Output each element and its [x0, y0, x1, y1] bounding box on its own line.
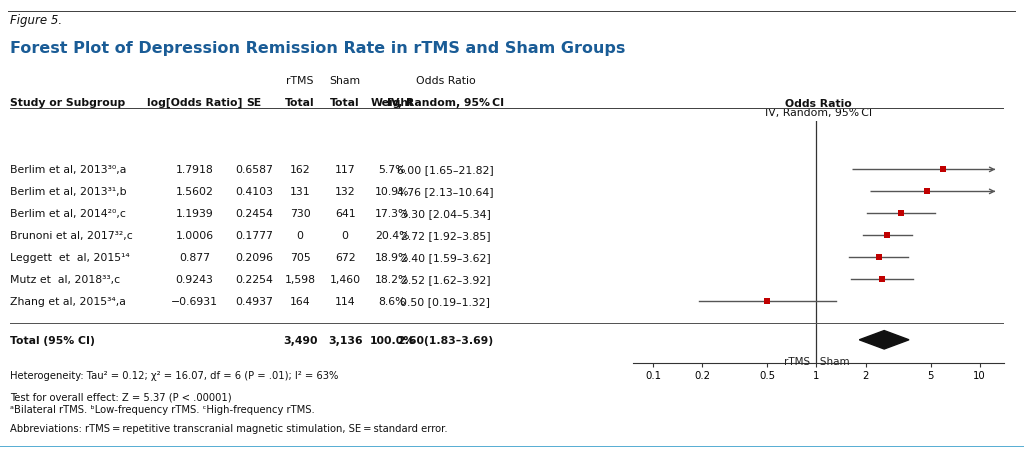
Text: 4.76 [2.13–10.64]: 4.76 [2.13–10.64] — [397, 187, 494, 197]
Text: 8.6%: 8.6% — [379, 297, 406, 307]
Text: Leggett  et  al, 2015¹⁴: Leggett et al, 2015¹⁴ — [10, 253, 130, 263]
Text: 1.5602: 1.5602 — [176, 187, 213, 197]
Text: Berlim et al, 2013³¹,b: Berlim et al, 2013³¹,b — [10, 187, 127, 197]
Text: Zhang et al, 2015³⁴,a: Zhang et al, 2015³⁴,a — [10, 297, 126, 307]
Text: Forest Plot of Depression Remission Rate in rTMS and Sham Groups: Forest Plot of Depression Remission Rate… — [10, 41, 626, 55]
Text: log[Odds Ratio]: log[Odds Ratio] — [146, 97, 243, 107]
Text: 6.00 [1.65–21.82]: 6.00 [1.65–21.82] — [397, 165, 494, 175]
Text: Odds Ratio: Odds Ratio — [784, 98, 852, 109]
Text: Study or Subgroup: Study or Subgroup — [10, 97, 126, 107]
Text: IV, Random, 95% CI: IV, Random, 95% CI — [765, 108, 871, 118]
Text: 3,136: 3,136 — [328, 335, 362, 345]
Polygon shape — [859, 331, 909, 349]
Text: 17.3%: 17.3% — [375, 209, 410, 219]
Text: 131: 131 — [290, 187, 310, 197]
Text: 1,460: 1,460 — [330, 275, 360, 285]
Text: 1.1939: 1.1939 — [176, 209, 213, 219]
Text: Figure 5.: Figure 5. — [10, 14, 62, 28]
Text: 0: 0 — [342, 231, 348, 241]
Text: 114: 114 — [335, 297, 355, 307]
Text: 0: 0 — [297, 231, 303, 241]
Text: rTMS: rTMS — [287, 76, 313, 86]
Text: 0.2254: 0.2254 — [236, 275, 272, 285]
Text: 0.6587: 0.6587 — [236, 165, 272, 175]
Text: Brunoni et al, 2017³²,c: Brunoni et al, 2017³²,c — [10, 231, 133, 241]
Text: 2.72 [1.92–3.85]: 2.72 [1.92–3.85] — [400, 231, 490, 241]
Text: 10.9%: 10.9% — [375, 187, 410, 197]
Text: 672: 672 — [335, 253, 355, 263]
Text: 117: 117 — [335, 165, 355, 175]
Text: 2.52 [1.62–3.92]: 2.52 [1.62–3.92] — [400, 275, 490, 285]
Text: 0.1777: 0.1777 — [236, 231, 272, 241]
Text: 0.2096: 0.2096 — [234, 253, 273, 263]
Text: Total (95% CI): Total (95% CI) — [10, 335, 95, 345]
Text: 1,598: 1,598 — [285, 275, 315, 285]
Text: Total: Total — [286, 97, 314, 107]
Text: 3,490: 3,490 — [283, 335, 317, 345]
Text: Berlim et al, 2013³⁰,a: Berlim et al, 2013³⁰,a — [10, 165, 127, 175]
Text: 2.40 [1.59–3.62]: 2.40 [1.59–3.62] — [400, 253, 490, 263]
Text: 20.4%: 20.4% — [375, 231, 410, 241]
Text: 18.9%: 18.9% — [375, 253, 410, 263]
Text: Odds Ratio: Odds Ratio — [416, 76, 475, 86]
Text: 5.7%: 5.7% — [379, 165, 406, 175]
Text: 705: 705 — [290, 253, 310, 263]
Text: Berlim et al, 2014²⁰,c: Berlim et al, 2014²⁰,c — [10, 209, 126, 219]
Text: 162: 162 — [290, 165, 310, 175]
Text: SE: SE — [247, 97, 261, 107]
Text: Weight: Weight — [371, 97, 414, 107]
Text: 0.877: 0.877 — [179, 253, 210, 263]
Text: Abbreviations: rTMS = repetitive transcranial magnetic stimulation, SE = standar: Abbreviations: rTMS = repetitive transcr… — [10, 423, 447, 433]
Text: Test for overall effect: Z = 5.37 (P < .00001): Test for overall effect: Z = 5.37 (P < .… — [10, 392, 231, 402]
Text: 0.4937: 0.4937 — [236, 297, 272, 307]
Text: 2.60(1.83–3.69): 2.60(1.83–3.69) — [397, 335, 494, 345]
Text: 0.9243: 0.9243 — [176, 275, 213, 285]
Text: 3.30 [2.04–5.34]: 3.30 [2.04–5.34] — [400, 209, 490, 219]
Text: 0.2454: 0.2454 — [236, 209, 272, 219]
Text: 0.50 [0.19–1.32]: 0.50 [0.19–1.32] — [400, 297, 490, 307]
Text: Heterogeneity: Tau² = 0.12; χ² = 16.07, df = 6 (P = .01); I² = 63%: Heterogeneity: Tau² = 0.12; χ² = 16.07, … — [10, 370, 339, 380]
Text: 0.4103: 0.4103 — [234, 187, 273, 197]
Text: Sham: Sham — [330, 76, 360, 86]
Text: 18.2%: 18.2% — [375, 275, 410, 285]
Text: 1.0006: 1.0006 — [175, 231, 214, 241]
Text: 164: 164 — [290, 297, 310, 307]
Text: Mutz et  al, 2018³³,c: Mutz et al, 2018³³,c — [10, 275, 121, 285]
Text: IV, Random, 95% CI: IV, Random, 95% CI — [387, 97, 504, 107]
Text: 132: 132 — [335, 187, 355, 197]
Text: Total: Total — [331, 97, 359, 107]
Text: rTMS   Sham: rTMS Sham — [783, 356, 849, 366]
Text: 641: 641 — [335, 209, 355, 219]
Text: 100.0%: 100.0% — [370, 335, 415, 345]
Text: 730: 730 — [290, 209, 310, 219]
Text: ᵃBilateral rTMS. ᵇLow-frequency rTMS. ᶜHigh-frequency rTMS.: ᵃBilateral rTMS. ᵇLow-frequency rTMS. ᶜH… — [10, 405, 315, 414]
Text: 1.7918: 1.7918 — [176, 165, 213, 175]
Text: −0.6931: −0.6931 — [171, 297, 218, 307]
